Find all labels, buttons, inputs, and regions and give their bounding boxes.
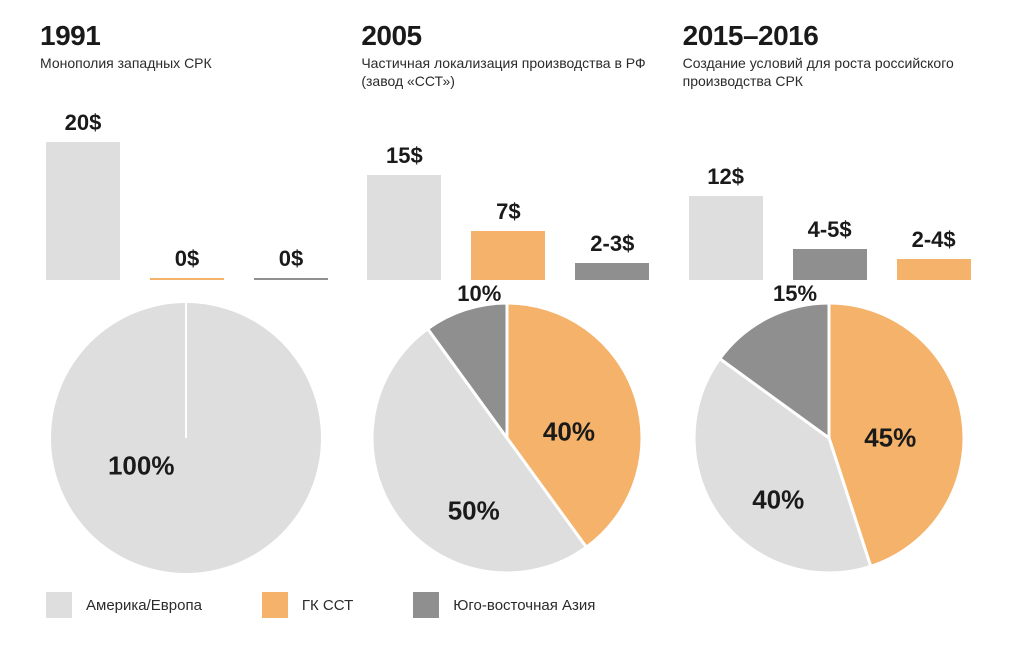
bar-label: 15$ [386, 143, 423, 169]
bar-rect [471, 231, 545, 280]
bar-label: 2-4$ [912, 227, 956, 253]
bar-label: 2-3$ [590, 231, 634, 257]
panel: 2015–2016Создание условий для роста росс… [673, 20, 994, 588]
bar-item: 0$ [254, 110, 328, 280]
bar-chart: 20$ 0$ 0$ [40, 110, 341, 280]
panel-subtitle: Монополия западных СРК [40, 54, 341, 92]
bar-chart: 12$ 4-5$ 2-4$ [683, 110, 984, 280]
panel-year: 2005 [361, 20, 662, 52]
panel-subtitle: Частичная локализация производства в РФ … [361, 54, 662, 92]
pie-chart: 45%40%15% [683, 288, 984, 588]
legend-item: Америка/Европа [46, 592, 202, 618]
bar-label: 4-5$ [808, 217, 852, 243]
bar-item: 12$ [689, 110, 763, 280]
bar-label: 0$ [175, 246, 199, 272]
pie-top-label: 10% [457, 281, 501, 307]
legend-item: Юго-восточная Азия [413, 592, 595, 618]
legend-swatch [262, 592, 288, 618]
pie-wrap: 45%40%15% [689, 298, 969, 578]
bar-rect [897, 259, 971, 280]
bar-item: 2-4$ [897, 110, 971, 280]
bar-row: 20$ 0$ 0$ [40, 110, 341, 280]
bar-item: 20$ [46, 110, 120, 280]
pie-wrap: 40%50%10% [367, 298, 647, 578]
legend-item: ГК ССТ [262, 592, 353, 618]
legend-swatch [413, 592, 439, 618]
bar-item: 7$ [471, 110, 545, 280]
pie-chart: 100% [40, 288, 341, 588]
panel: 2005Частичная локализация производства в… [351, 20, 672, 588]
legend-label: ГК ССТ [302, 597, 353, 614]
bar-rect [793, 249, 867, 281]
legend-swatch [46, 592, 72, 618]
pie-slice-label: 45% [864, 423, 916, 454]
legend-label: Юго-восточная Азия [453, 597, 595, 614]
pie-chart: 40%50%10% [361, 288, 662, 588]
pie-slice-label: 100% [108, 451, 175, 482]
panel-year: 1991 [40, 20, 341, 52]
pie-slice-label: 40% [543, 417, 595, 448]
legend: Америка/Европа ГК ССТ Юго-восточная Азия [30, 592, 994, 618]
pie-slice-label: 40% [752, 484, 804, 515]
panel: 1991Монополия западных СРК 20$ 0$ 0$ 100% [30, 20, 351, 588]
bar-label: 12$ [707, 164, 744, 190]
bar-rect [575, 263, 649, 281]
bar-rect [46, 142, 120, 280]
pie-wrap: 100% [46, 298, 326, 578]
panels-row: 1991Монополия западных СРК 20$ 0$ 0$ 100% 200… [30, 20, 994, 588]
bar-rect [254, 278, 328, 280]
pie-top-label: 15% [773, 281, 817, 307]
bar-item: 4-5$ [793, 110, 867, 280]
bar-label: 7$ [496, 199, 520, 225]
panel-subtitle: Создание условий для роста российского п… [683, 54, 984, 92]
legend-label: Америка/Европа [86, 597, 202, 614]
bar-item: 2-3$ [575, 110, 649, 280]
bar-row: 12$ 4-5$ 2-4$ [683, 110, 984, 280]
bar-label: 0$ [279, 246, 303, 272]
bar-rect [367, 175, 441, 280]
bar-label: 20$ [65, 110, 102, 136]
bar-item: 15$ [367, 110, 441, 280]
bar-chart: 15$ 7$ 2-3$ [361, 110, 662, 280]
bar-rect [150, 278, 224, 280]
pie-slice-label: 50% [448, 495, 500, 526]
panel-year: 2015–2016 [683, 20, 984, 52]
bar-rect [689, 196, 763, 280]
bar-item: 0$ [150, 110, 224, 280]
bar-row: 15$ 7$ 2-3$ [361, 110, 662, 280]
